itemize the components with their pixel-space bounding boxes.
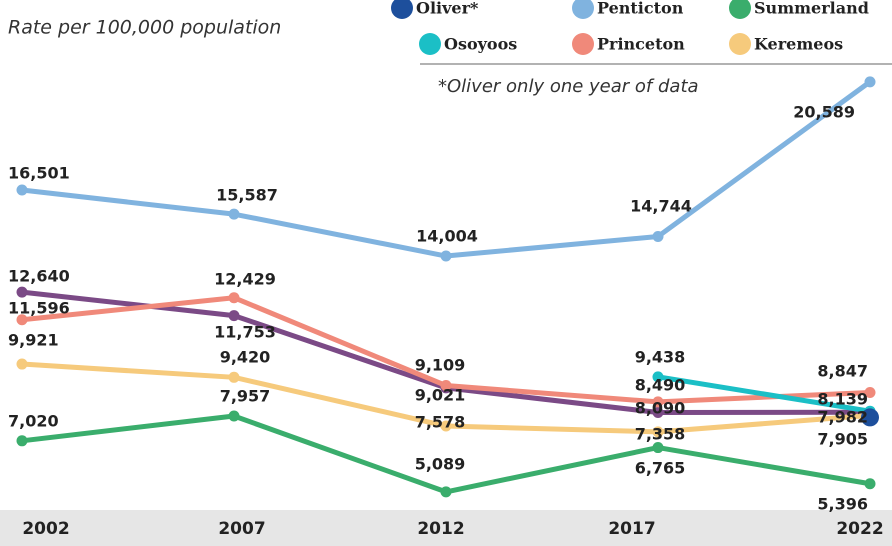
data-label: 5,089 — [415, 455, 466, 474]
x-tick-label: 2007 — [218, 519, 265, 539]
data-label: 9,420 — [220, 348, 271, 367]
data-point — [652, 396, 664, 408]
legend-label: Penticton — [597, 0, 684, 18]
data-label: 12,429 — [214, 270, 276, 289]
data-label: 7,020 — [8, 412, 59, 431]
x-tick-label: 2012 — [417, 519, 464, 539]
legend-marker — [572, 0, 594, 19]
x-axis-band — [0, 510, 892, 546]
data-label: 7,578 — [415, 413, 466, 432]
data-point — [864, 386, 876, 398]
x-tick-label: 2017 — [608, 519, 655, 539]
data-point — [228, 208, 240, 220]
data-label: 7,905 — [817, 430, 868, 449]
data-point — [652, 230, 664, 242]
data-point — [440, 486, 452, 498]
legend-label: Princeton — [597, 35, 685, 54]
data-point — [16, 286, 28, 298]
data-point — [861, 408, 879, 427]
data-point — [652, 442, 664, 454]
data-point — [16, 184, 28, 196]
data-label: 8,139 — [817, 390, 868, 409]
data-point — [228, 410, 240, 422]
annotation: *Oliver only one year of data — [438, 76, 699, 97]
data-point — [652, 406, 664, 418]
data-label: 14,004 — [416, 227, 478, 246]
data-point — [864, 76, 876, 88]
subtitle: Rate per 100,000 population — [8, 17, 281, 39]
data-point — [652, 371, 664, 383]
data-point — [652, 426, 664, 438]
data-label: 9,438 — [635, 348, 686, 367]
data-label: 6,765 — [635, 459, 686, 478]
legend-marker — [391, 0, 413, 19]
legend-label: Osoyoos — [444, 35, 517, 54]
data-label: 7,358 — [635, 425, 686, 444]
data-point — [440, 420, 452, 432]
data-label: 8,490 — [635, 376, 686, 395]
data-label: 20,589 — [793, 103, 855, 122]
data-label: 14,744 — [630, 197, 692, 216]
data-point — [440, 250, 452, 262]
data-label: 7,982 — [817, 408, 868, 427]
data-label: 7,957 — [220, 387, 271, 406]
x-tick-label: 2022 — [836, 519, 883, 539]
data-point — [440, 380, 452, 392]
legend-label: Oliver* — [416, 0, 479, 18]
data-point — [228, 310, 240, 322]
legend-marker — [729, 33, 751, 55]
data-label: 9,021 — [415, 386, 466, 405]
data-point — [228, 371, 240, 383]
legend-label: Summerland — [754, 0, 869, 18]
data-label: 9,109 — [415, 356, 466, 375]
data-label: 8,090 — [635, 399, 686, 418]
data-point — [864, 478, 876, 490]
data-point — [228, 292, 240, 304]
legend-label: Keremeos — [754, 35, 843, 54]
legend-marker — [572, 33, 594, 55]
data-point — [16, 435, 28, 447]
legend-marker — [729, 0, 751, 19]
data-label: 11,596 — [8, 299, 70, 318]
data-label: 12,640 — [8, 267, 70, 286]
data-point — [16, 358, 28, 370]
data-label: 5,396 — [817, 495, 868, 514]
legend-marker — [419, 33, 441, 55]
data-label: 16,501 — [8, 164, 70, 183]
series-line — [657, 374, 871, 414]
data-label: 15,587 — [216, 186, 278, 205]
data-label: 9,921 — [8, 331, 59, 350]
data-label: 11,753 — [214, 323, 276, 342]
data-label: 8,847 — [817, 362, 868, 381]
data-point — [16, 314, 28, 326]
x-tick-label: 2002 — [22, 519, 69, 539]
